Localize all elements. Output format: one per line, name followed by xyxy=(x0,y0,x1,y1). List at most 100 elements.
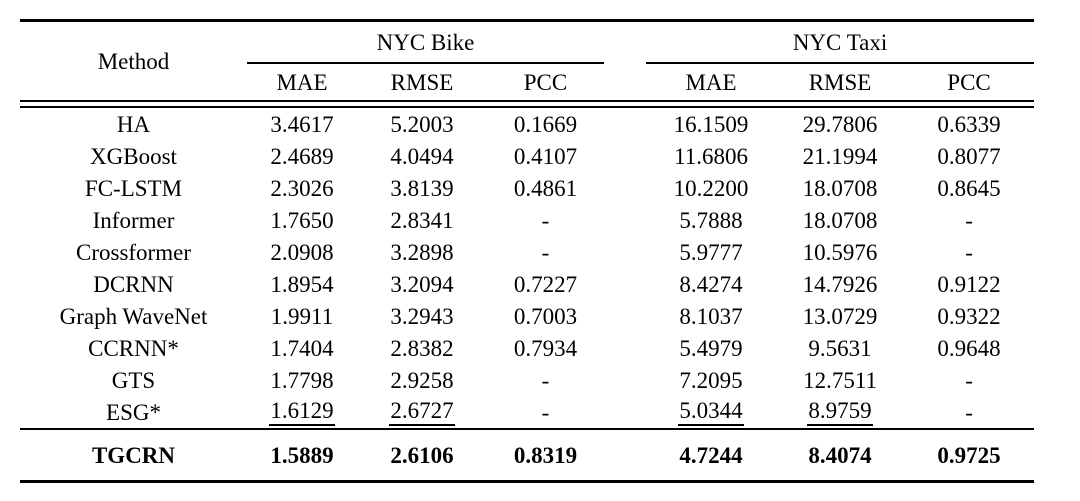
table-row-ccrnn: CCRNN* 1.7404 2.8382 0.7934 5.4979 9.563… xyxy=(20,332,1034,364)
method-cell: CCRNN* xyxy=(88,335,179,361)
value-cell: 8.1037 xyxy=(679,303,743,329)
metric-header-taxi-mae: MAE xyxy=(685,69,737,95)
value-cell: 13.0729 xyxy=(802,303,878,329)
value-cell: 16.1509 xyxy=(673,111,749,137)
value-cell: - xyxy=(965,239,973,265)
value-cell: 2.6727 xyxy=(357,396,487,429)
group-header-nyc-taxi: NYC Taxi xyxy=(646,20,1035,64)
results-table-wrapper: Method NYC Bike NYC Taxi MAE RMSE PCC MA… xyxy=(20,19,1035,483)
table-row-dcrnn: DCRNN 1.8954 3.2094 0.7227 8.4274 14.792… xyxy=(20,268,1034,300)
value-cell: 3.4617 xyxy=(270,111,334,137)
value-cell: - xyxy=(965,367,973,393)
value-cell: 1.7404 xyxy=(270,335,334,361)
value-cell: 1.6129 xyxy=(247,396,357,429)
value-cell: 0.7934 xyxy=(513,335,578,361)
value-cell: 0.8645 xyxy=(937,175,1001,201)
metric-header-taxi-rmse: RMSE xyxy=(808,69,872,95)
column-gap xyxy=(604,63,646,101)
value-cell: 2.9258 xyxy=(390,367,454,393)
column-gap xyxy=(604,396,646,429)
value-cell: 7.2095 xyxy=(679,367,743,393)
value-cell: - xyxy=(965,207,973,233)
value-cell: 2.8382 xyxy=(390,335,454,361)
value-cell: 2.6106 xyxy=(357,428,487,483)
column-gap xyxy=(604,332,646,364)
table-row-fc-lstm: FC-LSTM 2.3026 3.8139 0.4861 10.2200 18.… xyxy=(20,172,1034,204)
value-cell: 4.7244 xyxy=(646,428,777,483)
value-cell: 18.0708 xyxy=(802,175,878,201)
value-cell: - xyxy=(965,399,973,425)
table-row-ha: HA 3.4617 5.2003 0.1669 16.1509 29.7806 … xyxy=(20,107,1034,140)
value-cell: 0.7227 xyxy=(513,271,578,297)
column-gap xyxy=(604,204,646,236)
table-row-tgcrn: TGCRN 1.5889 2.6106 0.8319 4.7244 8.4074… xyxy=(20,428,1035,483)
value-cell: 1.9911 xyxy=(270,303,334,329)
value-cell: 5.7888 xyxy=(679,207,743,233)
value-cell: 8.9759 xyxy=(776,396,904,429)
value-cell: 5.2003 xyxy=(390,111,454,137)
value-cell: 5.9777 xyxy=(679,239,743,265)
metric-header-row: MAE RMSE PCC MAE RMSE PCC xyxy=(20,63,1034,101)
method-cell: DCRNN xyxy=(93,271,174,297)
value-cell: 8.4274 xyxy=(679,271,743,297)
value-cell: 0.9648 xyxy=(937,335,1001,361)
table-row-xgboost: XGBoost 2.4689 4.0494 0.4107 11.6806 21.… xyxy=(20,140,1034,172)
value-cell: 3.2094 xyxy=(390,271,454,297)
column-gap xyxy=(604,172,646,204)
metric-header-taxi-pcc: PCC xyxy=(947,69,991,95)
value-cell: 1.7650 xyxy=(270,207,334,233)
method-cell: FC-LSTM xyxy=(84,175,183,201)
value-cell: 0.4107 xyxy=(513,143,578,169)
method-cell: ESG* xyxy=(106,399,161,425)
value-cell: 0.1669 xyxy=(513,111,578,137)
value-cell: 0.8319 xyxy=(487,428,605,483)
value-cell: - xyxy=(541,239,550,265)
value-cell: 1.5889 xyxy=(247,428,357,483)
value-cell: 10.5976 xyxy=(802,239,878,265)
value-cell: 3.8139 xyxy=(390,175,454,201)
method-cell: GTS xyxy=(111,367,156,393)
value-cell: 2.0908 xyxy=(270,239,334,265)
value-cell: 2.3026 xyxy=(270,175,334,201)
column-gap xyxy=(604,428,647,483)
table-row-esg: ESG* 1.6129 2.6727 - 5.0344 8.9759 - xyxy=(20,396,1034,429)
table-row-graph-wavenet: Graph WaveNet 1.9911 3.2943 0.7003 8.103… xyxy=(20,300,1034,332)
column-gap xyxy=(604,107,646,140)
value-cell: 0.6339 xyxy=(937,111,1001,137)
method-cell: Graph WaveNet xyxy=(59,303,208,329)
group-header-nyc-bike: NYC Bike xyxy=(247,20,605,64)
value-cell: 5.0344 xyxy=(646,396,776,429)
method-cell: XGBoost xyxy=(90,143,177,169)
method-cell: Informer xyxy=(92,207,175,233)
column-gap xyxy=(604,140,646,172)
value-cell: 10.2200 xyxy=(673,175,749,201)
table-row-gts: GTS 1.7798 2.9258 - 7.2095 12.7511 - xyxy=(20,364,1034,396)
header-divider-double-rule xyxy=(20,100,1035,108)
value-cell: 0.9322 xyxy=(937,303,1001,329)
value-cell: 0.7003 xyxy=(513,303,578,329)
value-cell: 29.7806 xyxy=(802,111,878,137)
method-column-header: Method xyxy=(97,48,170,74)
table-row-crossformer: Crossformer 2.0908 3.2898 - 5.9777 10.59… xyxy=(20,236,1034,268)
underlined-value: 1.6129 xyxy=(269,399,335,426)
value-cell: 3.2898 xyxy=(390,239,454,265)
value-cell: 0.9725 xyxy=(904,428,1035,483)
value-cell: 2.4689 xyxy=(270,143,334,169)
underlined-value: 5.0344 xyxy=(678,399,744,426)
value-cell: 0.8077 xyxy=(937,143,1001,169)
value-cell: - xyxy=(541,207,550,233)
performance-comparison-table: Method NYC Bike NYC Taxi MAE RMSE PCC MA… xyxy=(20,19,1035,483)
column-gap xyxy=(604,300,646,332)
value-cell: 0.4861 xyxy=(513,175,578,201)
method-cell: Crossformer xyxy=(76,239,191,265)
column-gap xyxy=(604,364,646,396)
value-cell: 11.6806 xyxy=(674,143,748,169)
method-cell: TGCRN xyxy=(20,428,247,483)
column-gap xyxy=(604,268,646,300)
underlined-value: 2.6727 xyxy=(389,399,455,426)
value-cell: - xyxy=(541,367,550,393)
value-cell: 9.5631 xyxy=(808,335,872,361)
value-cell: 5.4979 xyxy=(679,335,743,361)
metric-header-bike-pcc: PCC xyxy=(523,69,568,95)
